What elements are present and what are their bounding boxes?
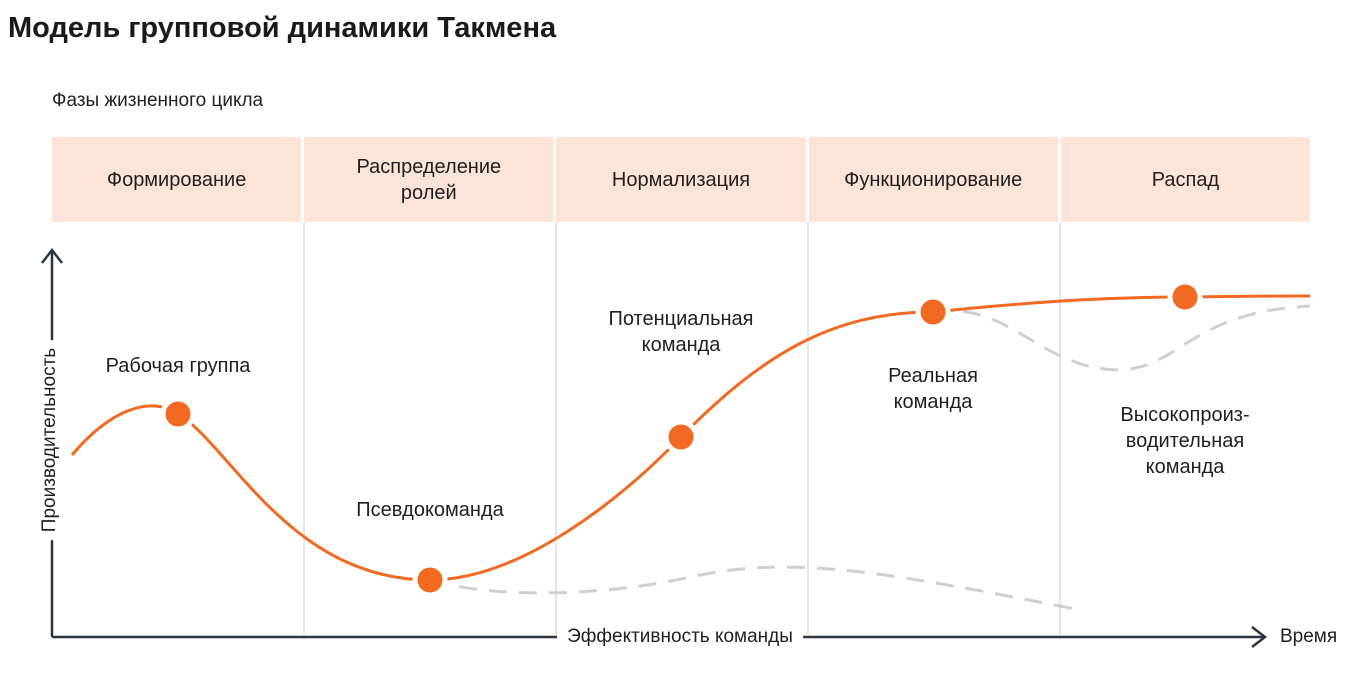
x-axis-label: Эффективность команды (557, 626, 803, 648)
stage-point-working-group (160, 396, 196, 432)
phase-forming: Формирование (52, 137, 305, 222)
phase-header-row: Формирование Распределение ролей Нормали… (52, 137, 1311, 222)
phase-label: Формирование (106, 168, 247, 191)
phase-label: Нормализация (611, 168, 751, 191)
phase-label: Функционирование (844, 168, 1023, 191)
x-axis-end-label: Время (1280, 626, 1338, 647)
phase-performing: Функционирование (808, 137, 1061, 222)
stage-label-real-team: Реальная команда (888, 365, 978, 413)
stage-label-working-group: Рабочая группа (105, 355, 251, 377)
y-axis-label: Производительность (39, 339, 61, 541)
x-axis-arrow-icon (1251, 626, 1268, 648)
phase-label: Распределение ролей (356, 155, 502, 204)
stage-label-high-performing-team: Высокопроиз- водительная команда (1120, 404, 1250, 478)
dashed-dip-path (932, 304, 1311, 372)
stage-point-potential-team (663, 419, 699, 455)
phase-adjourning: Распад (1060, 137, 1311, 222)
phase-dividers (303, 222, 1061, 635)
phase-storming: Распределение ролей (304, 137, 557, 222)
stage-point-high-performing-team (1167, 279, 1203, 315)
stage-label-potential-team: Потенциальная команда (608, 308, 754, 356)
stage-point-pseudo-team (412, 562, 448, 598)
diagram-title: Модель групповой динамики Такмена (8, 12, 557, 44)
stage-label-pseudo-team: Псевдокоманда (356, 499, 504, 521)
phase-norming: Нормализация (556, 137, 809, 222)
stage-point-real-team (915, 294, 951, 330)
phases-subtitle: Фазы жизненного цикла (52, 90, 264, 111)
stage-points (160, 279, 1203, 598)
y-axis-arrow-icon (41, 247, 63, 264)
phase-label: Распад (1151, 168, 1220, 191)
dashed-decline-path (429, 565, 1081, 612)
